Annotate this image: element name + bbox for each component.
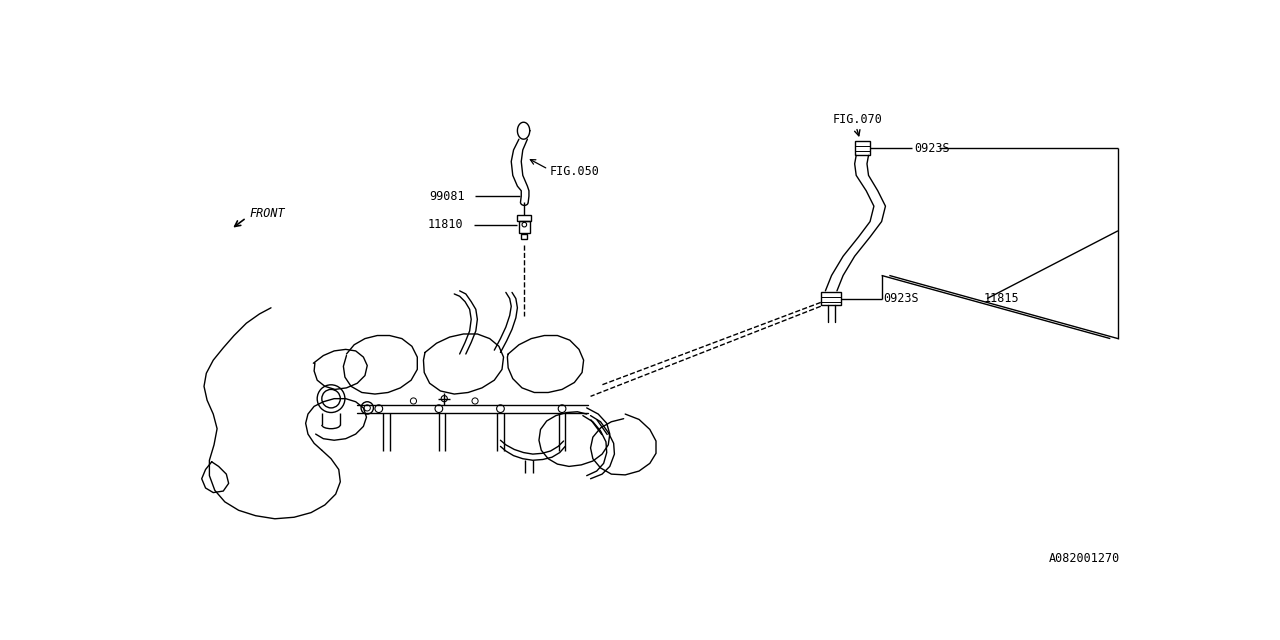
- Bar: [517, 214, 531, 221]
- Text: 11810: 11810: [428, 218, 463, 231]
- Text: A082001270: A082001270: [1048, 552, 1120, 564]
- Bar: [518, 221, 530, 233]
- Bar: [521, 234, 527, 239]
- Text: 99081: 99081: [429, 189, 465, 203]
- Text: 11815: 11815: [983, 292, 1019, 305]
- Text: FIG.070: FIG.070: [833, 113, 883, 125]
- Bar: [855, 141, 870, 156]
- Text: 0923S: 0923S: [883, 292, 919, 305]
- Text: FIG.050: FIG.050: [549, 165, 599, 178]
- Bar: [820, 292, 841, 305]
- Text: FRONT: FRONT: [250, 207, 285, 220]
- Text: 0923S: 0923S: [915, 142, 950, 155]
